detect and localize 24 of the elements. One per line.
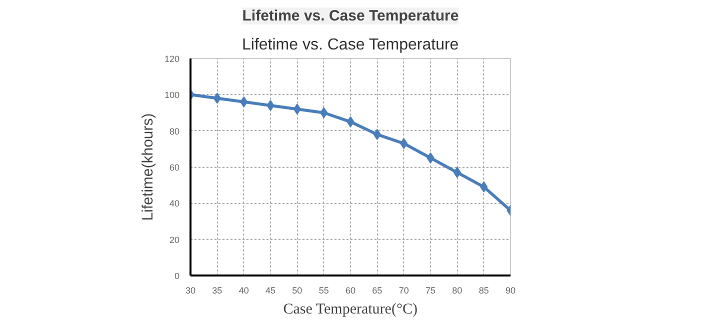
- y-tick-label: 100: [164, 90, 180, 100]
- y-axis-title: Lifetime(khours): [139, 113, 156, 221]
- y-tick-label: 120: [164, 54, 180, 64]
- y-tick-label: 0: [174, 271, 180, 281]
- x-tick-label: 85: [478, 286, 489, 296]
- x-tick-label: 70: [398, 286, 409, 296]
- x-tick-label: 60: [345, 286, 356, 296]
- x-tick-label: 40: [238, 286, 249, 296]
- x-tick-label: 30: [185, 286, 196, 296]
- y-tick-label: 60: [169, 162, 180, 172]
- chart-subtitle: Lifetime vs. Case Temperature: [242, 36, 459, 54]
- x-tick-label: 75: [425, 286, 436, 296]
- x-tick-label: 50: [292, 286, 302, 296]
- y-tick-label: 20: [169, 234, 180, 245]
- x-tick-label: 80: [452, 286, 462, 296]
- chart-title: Lifetime vs. Case Temperature: [242, 8, 459, 24]
- y-tick-label: 40: [169, 198, 180, 209]
- x-tick-label: 90: [505, 286, 516, 296]
- x-tick-label: 55: [318, 286, 329, 296]
- y-tick-label: 80: [169, 126, 180, 136]
- x-tick-label: 35: [212, 286, 222, 296]
- x-tick-label: 65: [372, 286, 382, 296]
- x-axis-title: Case Temperature(°C): [283, 302, 418, 318]
- x-tick-label: 45: [265, 286, 276, 296]
